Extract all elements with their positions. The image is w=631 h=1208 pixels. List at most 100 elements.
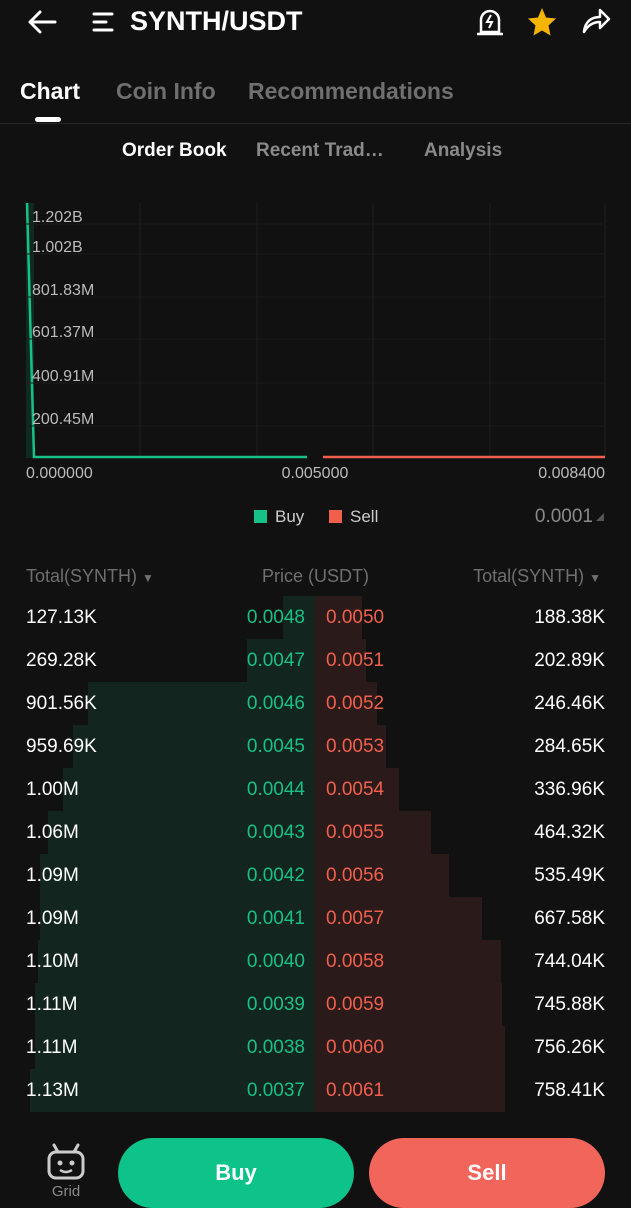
alert-icon[interactable]: [475, 6, 505, 38]
subtab[interactable]: Analysis: [424, 140, 503, 161]
y-tick-label: 400.91M: [32, 368, 94, 385]
order-row: 127.13K 0.0048 0.0050 188.38K: [0, 596, 631, 639]
buy-total: 1.00M: [26, 779, 79, 800]
order-row: 959.69K 0.0045 0.0053 284.65K: [0, 725, 631, 768]
header-text: Total(SYNTH): [26, 566, 138, 586]
buy-price: 0.0046: [246, 693, 305, 714]
header-text: Total(SYNTH): [473, 566, 585, 586]
sell-depth-bg: [315, 811, 431, 854]
buy-total: 901.56K: [26, 693, 97, 714]
divider: [0, 123, 631, 124]
sell-depth-bg: [315, 897, 482, 940]
order-row: 1.00M 0.0044 0.0054 336.96K: [0, 768, 631, 811]
buy-depth-bg: [73, 725, 315, 768]
y-tick-label: 200.45M: [32, 411, 94, 428]
buy-depth-bg: [35, 983, 315, 1026]
buy-depth-bg: [88, 682, 315, 725]
subtab[interactable]: Order Book: [122, 140, 227, 161]
sell-total: 284.65K: [534, 736, 605, 757]
precision-select[interactable]: 0.0001: [534, 506, 593, 527]
sell-price: 0.0052: [326, 693, 385, 714]
x-tick-label: 0.000000: [26, 465, 93, 482]
sell-depth-bg: [315, 854, 449, 897]
buy-price: 0.0043: [246, 822, 305, 843]
sell-total: 535.49K: [534, 865, 605, 886]
sell-total: 758.41K: [534, 1080, 605, 1101]
order-row: 1.11M 0.0038 0.0060 756.26K: [0, 1026, 631, 1069]
buy-price: 0.0045: [246, 736, 305, 757]
buy-depth-bg: [38, 940, 315, 983]
order-row: 1.09M 0.0042 0.0056 535.49K: [0, 854, 631, 897]
buy-price: 0.0047: [246, 650, 305, 671]
order-row: 1.09M 0.0041 0.0057 667.58K: [0, 897, 631, 940]
back-button[interactable]: [26, 8, 58, 36]
menu-icon[interactable]: [92, 11, 116, 33]
sell-price: 0.0050: [326, 607, 385, 628]
sell-depth-bg: [315, 639, 366, 682]
y-tick-label: 1.002B: [32, 239, 83, 256]
legend-swatch: [254, 510, 267, 523]
sell-total: 756.26K: [534, 1037, 605, 1058]
buy-depth-bg: [63, 768, 315, 811]
buy-depth-bg: [48, 811, 315, 854]
sell-price: 0.0054: [326, 779, 385, 800]
buy-price: 0.0040: [246, 951, 305, 972]
sell-button[interactable]: Sell: [369, 1138, 605, 1208]
buy-button[interactable]: Buy: [118, 1138, 354, 1208]
sell-depth-bg: [315, 1069, 505, 1112]
sell-price: 0.0053: [326, 736, 385, 757]
order-row: 269.28K 0.0047 0.0051 202.89K: [0, 639, 631, 682]
sell-depth-bg: [315, 1026, 505, 1069]
column-header: Price (USDT): [262, 566, 369, 586]
buy-total: 1.09M: [26, 908, 79, 929]
sell-depth-bg: [315, 725, 386, 768]
buy-total: 959.69K: [26, 736, 97, 757]
y-tick-label: 1.202B: [32, 209, 83, 226]
sell-price: 0.0055: [326, 822, 385, 843]
buy-depth-bg: [30, 1069, 315, 1112]
x-tick-label: 0.008400: [538, 465, 605, 482]
buy-depth-bg: [247, 639, 315, 682]
sell-price: 0.0057: [326, 908, 385, 929]
sell-price: 0.0058: [326, 951, 385, 972]
tab[interactable]: Chart: [20, 78, 81, 104]
dropdown-arrow: [596, 513, 604, 521]
buy-price: 0.0039: [246, 994, 305, 1015]
sell-depth-bg: [315, 596, 362, 639]
subtab[interactable]: Recent Trad…: [256, 140, 384, 161]
sell-total: 744.04K: [534, 951, 605, 972]
order-row: 1.11M 0.0039 0.0059 745.88K: [0, 983, 631, 1026]
order-row: 1.13M 0.0037 0.0061 758.41K: [0, 1069, 631, 1112]
sell-total: 202.89K: [534, 650, 605, 671]
column-header[interactable]: Total(SYNTH) ▼: [473, 566, 601, 586]
grid-icon[interactable]: [44, 1143, 88, 1181]
buy-price: 0.0048: [246, 607, 305, 628]
legend-label: Sell: [350, 507, 379, 526]
buy-price: 0.0044: [246, 779, 305, 800]
column-header[interactable]: Total(SYNTH) ▼: [26, 566, 154, 586]
sell-depth-bg: [315, 983, 502, 1026]
tab[interactable]: Recommendations: [248, 78, 454, 104]
y-tick-label: 801.83M: [32, 282, 94, 299]
sell-depth-bg: [315, 940, 501, 983]
buy-total: 269.28K: [26, 650, 97, 671]
sell-price: 0.0059: [326, 994, 385, 1015]
sell-total: 745.88K: [534, 994, 605, 1015]
buy-depth-bg: [35, 1026, 315, 1069]
tab[interactable]: Coin Info: [116, 78, 216, 104]
buy-price: 0.0042: [246, 865, 305, 886]
sell-price: 0.0061: [326, 1080, 385, 1101]
sell-price: 0.0060: [326, 1037, 385, 1058]
share-icon[interactable]: [580, 6, 612, 36]
sell-price: 0.0051: [326, 650, 385, 671]
y-tick-label: 601.37M: [32, 324, 94, 341]
grid-label: Grid: [51, 1183, 81, 1200]
sell-depth-bg: [315, 768, 399, 811]
sell-depth-bg: [315, 682, 377, 725]
order-row: 901.56K 0.0046 0.0052 246.46K: [0, 682, 631, 725]
buy-price: 0.0041: [246, 908, 305, 929]
buy-depth-bg: [283, 596, 315, 639]
sell-total: 336.96K: [534, 779, 605, 800]
favorite-star[interactable]: [526, 6, 558, 38]
